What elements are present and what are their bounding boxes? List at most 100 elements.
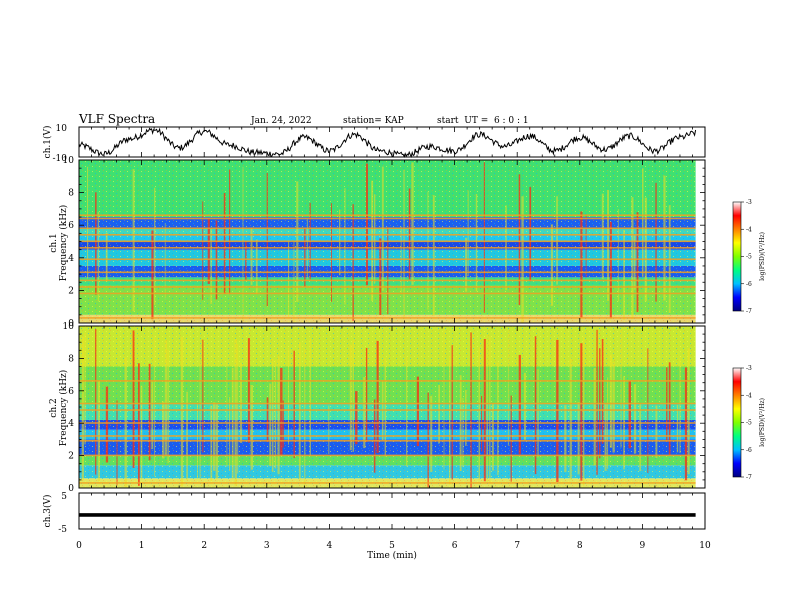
impulse-streak bbox=[266, 172, 268, 307]
impulse-streak bbox=[269, 383, 272, 467]
impulse-streak bbox=[298, 342, 301, 480]
impulse-streak bbox=[462, 398, 464, 467]
ch2-colorbar: -3 -4 -5 -6 -7 log(PSD)(V²/Hz) bbox=[732, 365, 766, 481]
impulse-streak bbox=[430, 395, 433, 472]
impulse-streak bbox=[403, 169, 405, 320]
y-tick-label: 6 bbox=[68, 221, 74, 231]
impulse-streak bbox=[272, 359, 274, 472]
impulse-streak bbox=[631, 197, 634, 319]
impulse-streak bbox=[518, 354, 521, 455]
impulse-streak bbox=[293, 240, 295, 323]
impulse-streak bbox=[408, 188, 411, 280]
impulse-streak bbox=[237, 344, 239, 474]
impulse-streak bbox=[491, 403, 494, 471]
impulse-streak bbox=[352, 204, 354, 321]
impulse-streak bbox=[387, 227, 389, 315]
impulse-streak bbox=[355, 391, 358, 445]
impulse-streak bbox=[162, 401, 165, 459]
impulse-streak bbox=[617, 209, 619, 302]
harmonic-line bbox=[79, 402, 696, 405]
impulse-streak bbox=[655, 405, 658, 458]
impulse-streak bbox=[282, 400, 284, 448]
header-date: Jan. 24, 2022 bbox=[250, 116, 312, 126]
impulse-streak bbox=[400, 226, 402, 295]
x-tick-label: 0 bbox=[76, 541, 82, 551]
impulse-streak bbox=[483, 162, 485, 313]
impulse-streak bbox=[105, 232, 108, 282]
ch3-waveform-panel: 5 -5 ch.3(V) 0 1 2 3 4 5 6 7 8 9 10 Time (min) bbox=[42, 492, 711, 561]
ch1-spectrogram-image bbox=[79, 160, 696, 323]
impulse-streak bbox=[607, 190, 609, 301]
impulse-streak bbox=[148, 363, 151, 461]
harmonic-line bbox=[79, 380, 696, 382]
harmonic-line bbox=[79, 240, 696, 243]
impulse-streak bbox=[339, 209, 341, 276]
impulse-streak bbox=[497, 362, 499, 476]
impulse-streak bbox=[510, 395, 512, 482]
impulse-streak bbox=[151, 381, 154, 450]
ch1-waveform-x-ticks bbox=[78, 126, 706, 158]
ch2-spectrogram-image bbox=[79, 326, 696, 488]
impulse-streak bbox=[247, 338, 250, 443]
impulse-streak bbox=[537, 369, 539, 458]
impulse-streak bbox=[633, 235, 636, 290]
ch1-waveform-line bbox=[78, 127, 697, 159]
impulse-streak bbox=[676, 404, 679, 453]
ch3-ytick-top: 5 bbox=[61, 492, 67, 502]
impulse-streak bbox=[534, 336, 537, 475]
harmonic-line bbox=[79, 435, 696, 437]
impulse-streak bbox=[97, 211, 99, 302]
impulse-streak bbox=[293, 350, 295, 459]
impulse-streak bbox=[376, 340, 379, 454]
impulse-streak bbox=[242, 166, 244, 322]
header-start-ut: start UT = 6 : 0 : 1 bbox=[437, 116, 529, 126]
ch1-colorbar: -3 -4 -5 -6 -7 log(PSD)(V²/Hz) bbox=[732, 199, 766, 315]
impulse-streak bbox=[379, 238, 382, 315]
impulse-streak bbox=[97, 381, 100, 482]
harmonic-line bbox=[79, 247, 696, 249]
ch3-waveform-ylabel: ch.3(V) bbox=[42, 495, 53, 528]
impulse-streak bbox=[639, 404, 642, 472]
impulse-streak bbox=[684, 367, 688, 481]
ch2-spectrogram-ylabel-channel: ch.2 bbox=[49, 398, 59, 417]
harmonic-line bbox=[79, 440, 696, 442]
figure-title: VLF Spectra bbox=[78, 112, 155, 126]
impulse-streak bbox=[623, 230, 625, 320]
y-tick-label: 8 bbox=[68, 189, 74, 199]
impulse-streak bbox=[679, 357, 681, 454]
impulse-streak bbox=[550, 224, 554, 306]
impulse-streak bbox=[655, 182, 657, 302]
harmonic-line bbox=[79, 292, 696, 295]
impulse-streak bbox=[438, 385, 440, 444]
x-tick-label: 10 bbox=[699, 541, 711, 551]
x-tick-label: 9 bbox=[640, 541, 646, 551]
x-tick-label: 8 bbox=[577, 541, 583, 551]
impulse-streak bbox=[245, 240, 247, 280]
impulse-streak bbox=[580, 343, 583, 481]
impulse-streak bbox=[180, 336, 184, 487]
impulse-streak bbox=[255, 239, 258, 295]
x-tick-label: 5 bbox=[389, 541, 395, 551]
colorbar-gradient bbox=[732, 201, 742, 312]
impulse-streak bbox=[352, 340, 354, 452]
impulse-streak bbox=[475, 194, 478, 292]
impulse-streak bbox=[601, 339, 604, 444]
impulse-streak bbox=[95, 192, 97, 295]
harmonic-line bbox=[79, 258, 696, 261]
impulse-streak bbox=[633, 384, 637, 454]
harmonic-line bbox=[79, 214, 696, 217]
harmonic-line bbox=[79, 279, 696, 282]
impulse-streak bbox=[331, 203, 332, 302]
harmonic-line bbox=[79, 409, 696, 411]
impulse-streak bbox=[373, 194, 376, 284]
impulse-streak bbox=[202, 201, 204, 300]
impulse-streak bbox=[199, 362, 201, 481]
colorbar-tick-label: -3 bbox=[746, 199, 752, 206]
impulse-streak bbox=[518, 174, 521, 305]
impulse-streak bbox=[234, 339, 237, 486]
ch1-waveform-panel: 10 -10 ch.1(V) bbox=[42, 124, 706, 164]
impulse-streak bbox=[465, 237, 468, 292]
impulse-streak bbox=[309, 337, 311, 456]
impulse-streak bbox=[164, 340, 168, 457]
